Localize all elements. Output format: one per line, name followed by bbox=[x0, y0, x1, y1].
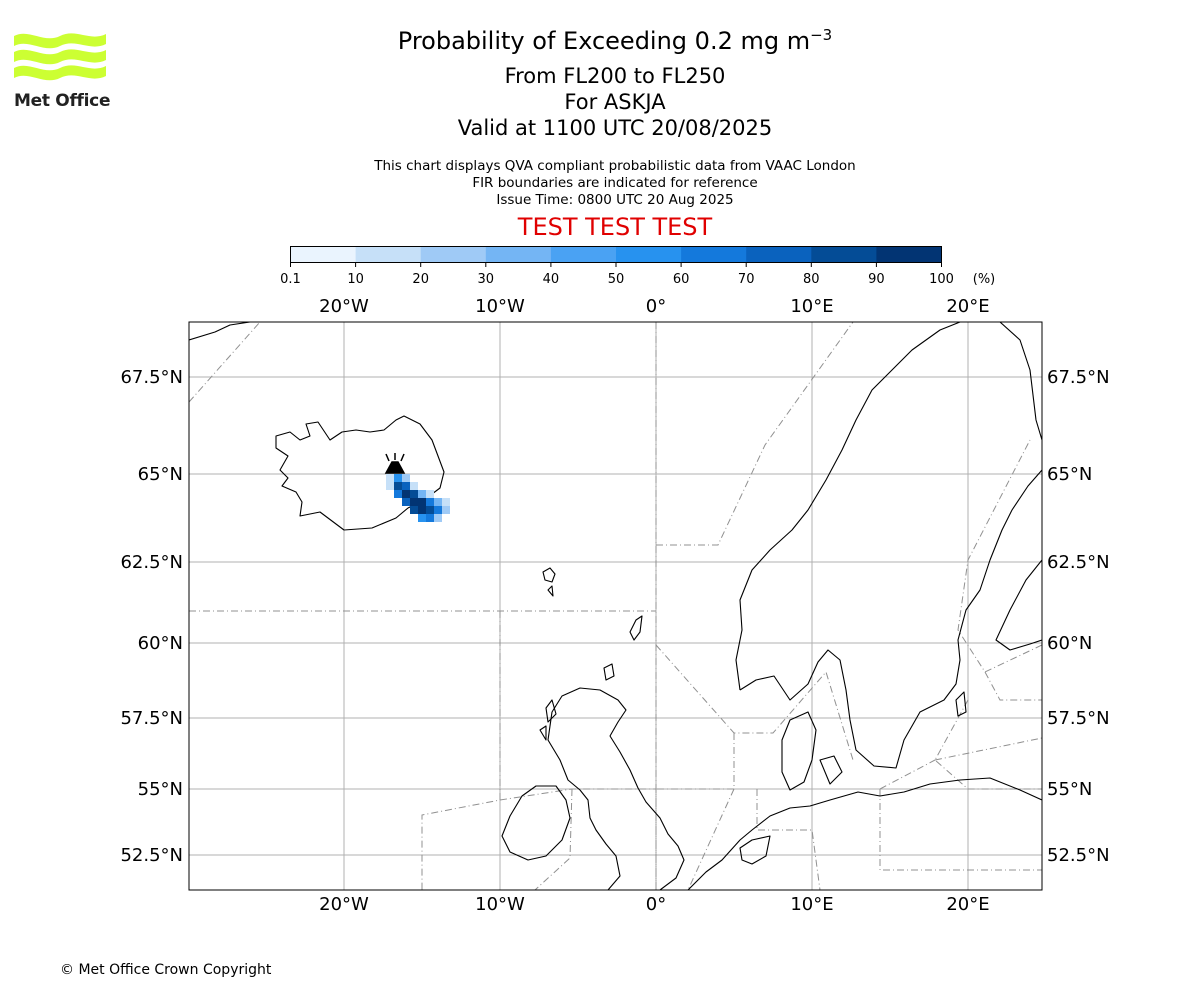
colorbar-segment bbox=[485, 246, 552, 263]
lat-label: 57.5°N bbox=[120, 708, 183, 729]
lat-label: 65°N bbox=[1047, 464, 1092, 485]
plume-cell bbox=[402, 482, 410, 490]
colorbar-segment bbox=[681, 246, 747, 263]
met-office-logo-icon bbox=[14, 33, 106, 81]
flight-levels: From FL200 to FL250 bbox=[504, 64, 726, 88]
colorbar-segment bbox=[420, 246, 487, 263]
plume-cell bbox=[402, 474, 410, 482]
colorbar-segment bbox=[746, 246, 812, 263]
plume-cell bbox=[418, 506, 426, 514]
lat-label: 67.5°N bbox=[1047, 367, 1110, 388]
chart-subtitle: From FL200 to FL250 For ASKJA Valid at 1… bbox=[0, 63, 1200, 141]
colorbar-segment bbox=[876, 246, 942, 263]
lat-label: 57.5°N bbox=[1047, 708, 1110, 729]
plume-cell bbox=[386, 474, 394, 482]
colorbar-tick-label: 10 bbox=[347, 272, 364, 287]
lat-label: 55°N bbox=[1047, 779, 1092, 800]
plume-cell bbox=[394, 490, 402, 498]
plume-cell bbox=[426, 506, 434, 514]
colorbar-tick-label: 50 bbox=[608, 272, 625, 287]
colorbar-segment bbox=[550, 246, 617, 263]
colorbar: 0.1 10 20 30 40 50 60 70 80 90 100 (%) bbox=[280, 246, 996, 287]
plume-cell bbox=[418, 498, 426, 506]
plume-cell bbox=[434, 506, 442, 514]
colorbar-segment bbox=[811, 246, 877, 263]
map-frame bbox=[188, 321, 1043, 891]
plume-cell bbox=[426, 498, 434, 506]
lat-label: 52.5°N bbox=[120, 845, 183, 866]
lon-label: 20°E bbox=[946, 894, 989, 915]
lat-labels-left: 67.5°N 65°N 62.5°N 60°N 57.5°N 55°N 52.5°N bbox=[120, 367, 183, 866]
colorbar-tick-label: 20 bbox=[412, 272, 429, 287]
colorbar-tick-label: 90 bbox=[868, 272, 885, 287]
colorbar-tick-label: 0.1 bbox=[280, 272, 301, 287]
lon-labels-bottom: 20°W 10°W 0° 10°E 20°E bbox=[319, 894, 989, 915]
lat-label: 60°N bbox=[1047, 633, 1092, 654]
plume-cell bbox=[442, 498, 450, 506]
plume-cell bbox=[426, 514, 434, 522]
lon-label: 20°E bbox=[946, 296, 989, 317]
lat-labels-right: 67.5°N 65°N 62.5°N 60°N 57.5°N 55°N 52.5°N bbox=[1047, 367, 1110, 866]
lat-label: 60°N bbox=[138, 633, 183, 654]
lon-label: 10°W bbox=[475, 894, 525, 915]
lat-label: 52.5°N bbox=[1047, 845, 1110, 866]
plume-cell bbox=[442, 506, 450, 514]
plume-cell bbox=[410, 498, 418, 506]
plume-cell bbox=[410, 482, 418, 490]
lat-label: 62.5°N bbox=[120, 552, 183, 573]
plume-cell bbox=[426, 490, 434, 498]
info-line-2: FIR boundaries are indicated for referen… bbox=[472, 175, 758, 191]
volcano-marker-icon bbox=[384, 453, 406, 474]
plume-cell bbox=[402, 490, 410, 498]
colorbar-segment bbox=[616, 246, 682, 263]
lon-label: 0° bbox=[646, 296, 666, 317]
plume-cell bbox=[386, 482, 394, 490]
lon-label: 20°W bbox=[319, 296, 369, 317]
colorbar-tick-label: 40 bbox=[543, 272, 560, 287]
lat-label: 67.5°N bbox=[120, 367, 183, 388]
plume-cell bbox=[418, 514, 426, 522]
plume-cell bbox=[410, 490, 418, 498]
gridlines bbox=[189, 322, 1042, 890]
coastlines bbox=[189, 322, 1042, 890]
met-office-logo-text: Met Office bbox=[14, 91, 111, 111]
probability-plume bbox=[386, 474, 450, 522]
chart-info: This chart displays QVA compliant probab… bbox=[0, 158, 1200, 209]
lon-labels-top: 20°W 10°W 0° 10°E 20°E bbox=[319, 296, 989, 317]
colorbar-tick-label: 100 bbox=[929, 272, 954, 287]
test-banner: TEST TEST TEST bbox=[517, 213, 713, 241]
volcano-name: For ASKJA bbox=[564, 90, 666, 114]
plume-cell bbox=[434, 498, 442, 506]
lon-label: 10°E bbox=[790, 894, 833, 915]
fir-boundaries bbox=[189, 322, 1042, 890]
colorbar-segment bbox=[290, 246, 357, 263]
lon-label: 10°E bbox=[790, 296, 833, 317]
info-line-3: Issue Time: 0800 UTC 20 Aug 2025 bbox=[496, 192, 734, 208]
copyright: © Met Office Crown Copyright bbox=[60, 962, 272, 978]
info-line-1: This chart displays QVA compliant probab… bbox=[374, 158, 856, 174]
lat-label: 62.5°N bbox=[1047, 552, 1110, 573]
colorbar-segment bbox=[355, 246, 422, 263]
colorbar-tick-label: 60 bbox=[673, 272, 690, 287]
colorbar-tick-label: 70 bbox=[738, 272, 755, 287]
plume-cell bbox=[394, 482, 402, 490]
colorbar-tick-label: 80 bbox=[803, 272, 820, 287]
lat-label: 55°N bbox=[138, 779, 183, 800]
chart-title: Probability of Exceeding 0.2 mg m−3 bbox=[397, 26, 833, 55]
colorbar-unit: (%) bbox=[973, 272, 996, 287]
lon-label: 0° bbox=[646, 894, 666, 915]
lon-label: 10°W bbox=[475, 296, 525, 317]
plume-cell bbox=[402, 498, 410, 506]
colorbar-tick-label: 30 bbox=[478, 272, 495, 287]
plume-cell bbox=[410, 506, 418, 514]
plume-cell bbox=[418, 490, 426, 498]
lon-label: 20°W bbox=[319, 894, 369, 915]
valid-time: Valid at 1100 UTC 20/08/2025 bbox=[457, 116, 773, 140]
lat-label: 65°N bbox=[138, 464, 183, 485]
plume-cell bbox=[394, 474, 402, 482]
plume-cell bbox=[434, 514, 442, 522]
